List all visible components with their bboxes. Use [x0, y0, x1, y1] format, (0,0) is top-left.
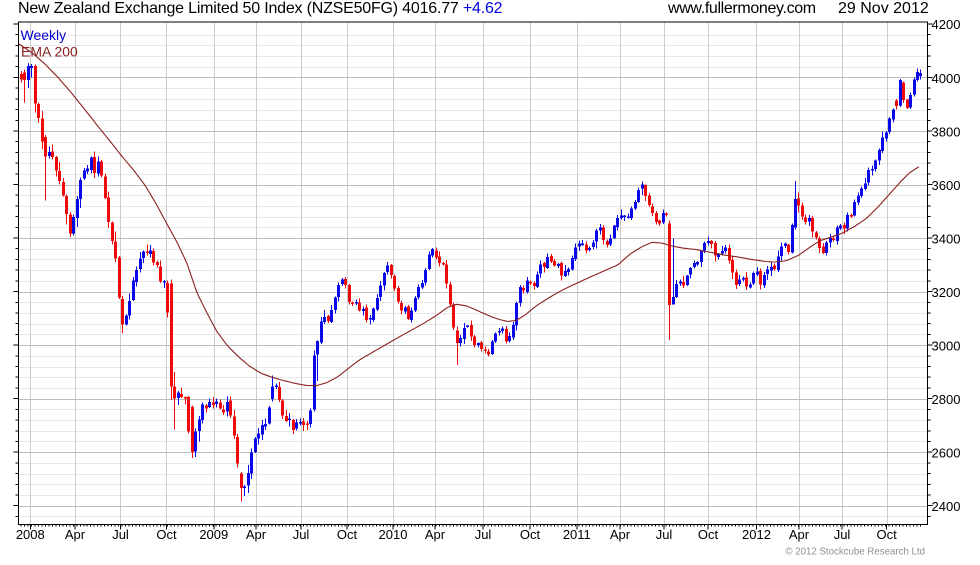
svg-text:Jul: Jul	[293, 527, 310, 542]
svg-text:www.fullermoney.com: www.fullermoney.com	[667, 0, 816, 17]
svg-text:Oct: Oct	[156, 527, 177, 542]
svg-text:Jul: Jul	[112, 527, 129, 542]
svg-text:Weekly: Weekly	[21, 27, 67, 43]
svg-text:New Zealand Exchange Limited 5: New Zealand Exchange Limited 50 Index (N…	[18, 0, 503, 17]
svg-text:Oct: Oct	[520, 527, 541, 542]
svg-text:EMA 200: EMA 200	[21, 44, 78, 60]
svg-text:2012: 2012	[742, 527, 771, 542]
svg-text:Apr: Apr	[246, 527, 267, 542]
svg-text:Oct: Oct	[876, 527, 897, 542]
svg-text:Jul: Jul	[475, 527, 492, 542]
svg-text:29 Nov 2012: 29 Nov 2012	[838, 0, 929, 17]
svg-text:Apr: Apr	[65, 527, 86, 542]
svg-text:4200: 4200	[932, 17, 961, 32]
svg-text:2010: 2010	[379, 527, 408, 542]
svg-text:3200: 3200	[932, 285, 961, 300]
svg-text:2800: 2800	[932, 392, 961, 407]
svg-text:3800: 3800	[932, 124, 961, 139]
svg-text:4000: 4000	[932, 71, 961, 86]
svg-text:Apr: Apr	[789, 527, 810, 542]
svg-text:2009: 2009	[199, 527, 228, 542]
svg-text:2400: 2400	[932, 499, 961, 514]
svg-text:© 2012 Stockcube Research Ltd: © 2012 Stockcube Research Ltd	[785, 547, 925, 558]
svg-text:2011: 2011	[563, 527, 591, 542]
svg-text:Jul: Jul	[834, 527, 851, 542]
svg-text:Apr: Apr	[425, 527, 446, 542]
svg-text:2600: 2600	[932, 446, 961, 461]
svg-text:3400: 3400	[932, 231, 961, 246]
svg-text:Oct: Oct	[337, 527, 358, 542]
svg-text:3000: 3000	[932, 339, 961, 354]
svg-text:3600: 3600	[932, 178, 961, 193]
svg-text:2008: 2008	[16, 527, 45, 542]
svg-text:Jul: Jul	[656, 527, 673, 542]
svg-text:Apr: Apr	[610, 527, 631, 542]
svg-text:Oct: Oct	[698, 527, 719, 542]
